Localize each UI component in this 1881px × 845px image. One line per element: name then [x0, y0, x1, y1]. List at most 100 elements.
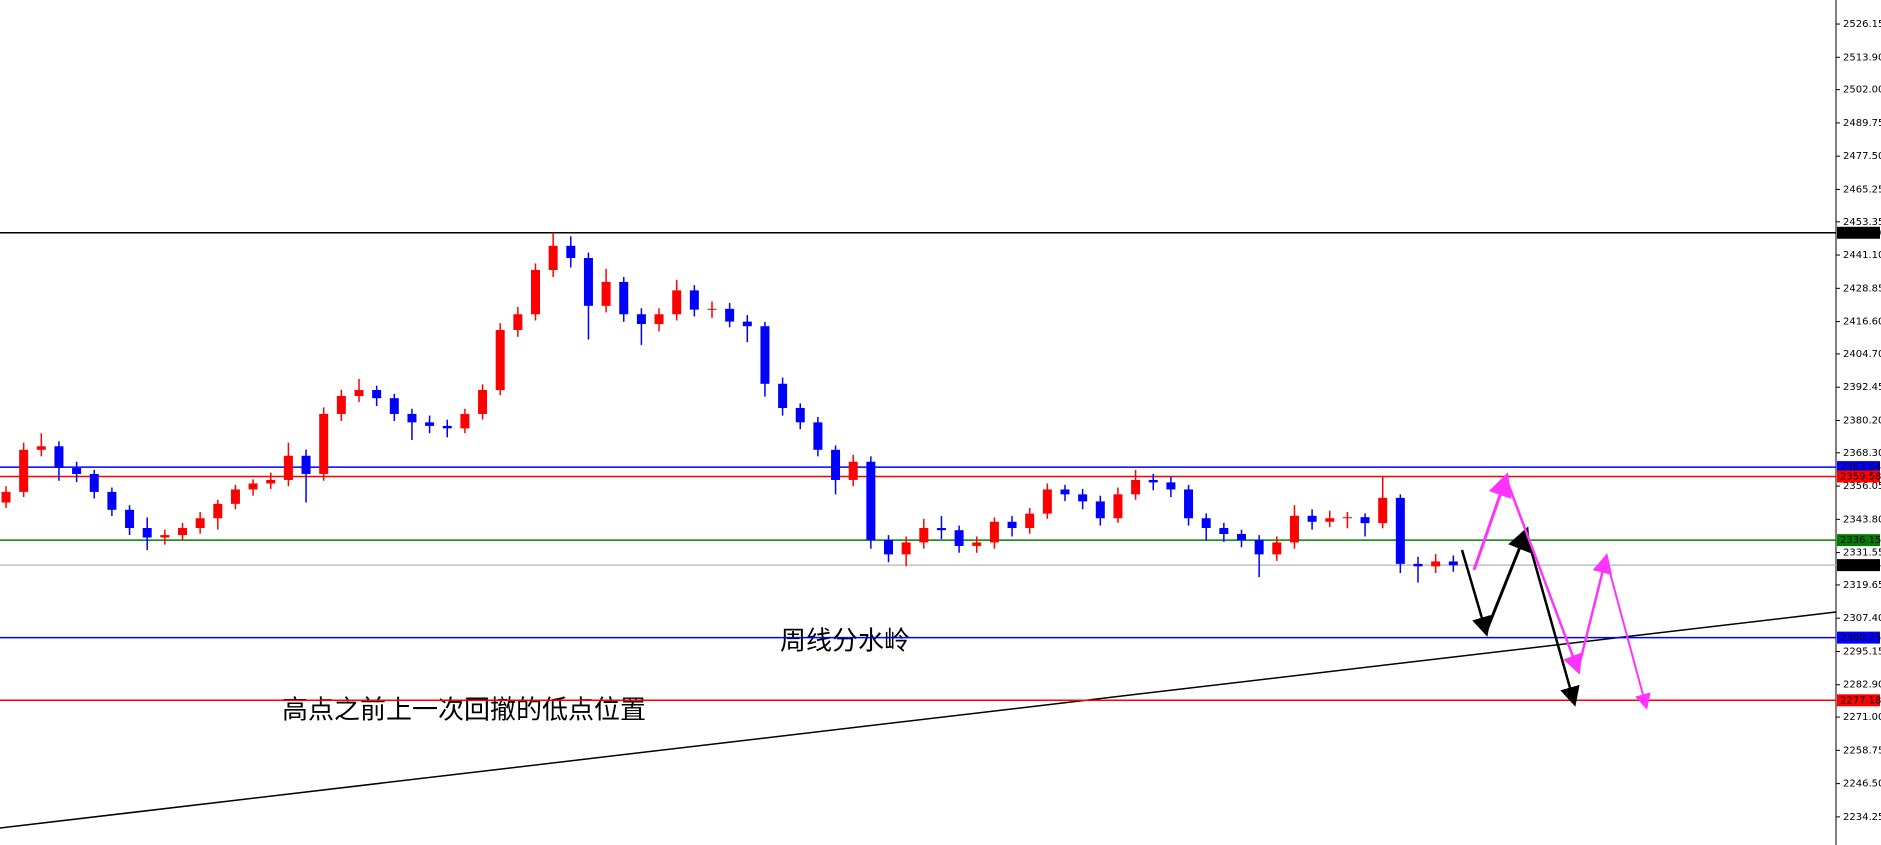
candle-body: [319, 413, 329, 474]
candle-body: [954, 530, 964, 546]
candle-body: [107, 491, 117, 510]
candle-body: [760, 326, 770, 384]
arrow: [1484, 526, 1531, 633]
annotation: 周线分水岭: [780, 627, 910, 657]
candle-body: [636, 314, 646, 325]
candle-body: [230, 489, 240, 504]
y-tick-label: 2416.60: [1843, 317, 1881, 328]
y-tick-label: 2258.75: [1843, 745, 1881, 756]
candle-body: [54, 446, 64, 468]
candle-body: [866, 461, 876, 540]
level-label: 2277.18: [1840, 695, 1881, 706]
candle-body: [36, 446, 46, 450]
candle-body: [513, 314, 523, 331]
candle-body: [1, 491, 11, 503]
candle-body: [566, 245, 576, 259]
candle-body: [195, 518, 205, 529]
candle-body: [1148, 479, 1158, 483]
y-tick-label: 2392.45: [1843, 382, 1881, 393]
candle-body: [1184, 489, 1194, 519]
y-tick-label: 2526.15: [1843, 19, 1881, 30]
candle-body: [1272, 542, 1282, 555]
projection-arrows: [1460, 472, 1651, 710]
candle-body: [1078, 494, 1088, 502]
candle-body: [936, 528, 946, 531]
candle-body: [1342, 517, 1352, 519]
candle-body: [1254, 539, 1264, 555]
arrow: [1460, 549, 1492, 637]
y-tick-label: 2441.10: [1843, 250, 1881, 261]
candle-body: [460, 413, 470, 429]
candle-body: [72, 467, 82, 474]
y-tick-label: 2489.75: [1843, 118, 1881, 129]
candle-body: [919, 528, 929, 543]
candle-body: [795, 407, 805, 423]
candle-body: [1060, 489, 1070, 495]
y-tick-label: 2246.50: [1843, 779, 1881, 790]
candle-body: [407, 413, 417, 423]
arrow: [1605, 557, 1651, 710]
candle-body: [531, 269, 540, 315]
candle-body: [442, 425, 452, 429]
level-label-bg: [1837, 694, 1880, 707]
level-label-bg: [1837, 226, 1880, 239]
level-label: 2336.15: [1840, 535, 1881, 546]
arrow: [1576, 553, 1613, 671]
level-label-bg: [1837, 470, 1880, 483]
candle-body: [1413, 563, 1423, 567]
y-tick-label: 2477.50: [1843, 151, 1881, 162]
y-tick-label: 2271.00: [1843, 712, 1881, 723]
candle-body: [160, 535, 170, 538]
candle-body: [354, 390, 364, 397]
candle-body: [1025, 513, 1035, 529]
candle-body: [1219, 528, 1229, 534]
candle-body: [336, 396, 346, 414]
candle-body: [1289, 515, 1299, 543]
candle-body: [142, 528, 152, 538]
candle-body: [1095, 501, 1105, 519]
level-label-bg: [1837, 534, 1880, 547]
candle-body: [1007, 521, 1017, 529]
candle-body: [301, 455, 311, 474]
candle-body: [742, 321, 752, 327]
candle-body: [831, 449, 841, 480]
candle-body: [1448, 561, 1458, 566]
y-tick-label: 2331.55: [1843, 548, 1881, 559]
candle-body: [213, 503, 223, 519]
y-tick-label: 2343.80: [1843, 514, 1881, 525]
candle-body: [1113, 494, 1123, 519]
candle-body: [989, 521, 999, 543]
level-label-bg: [1837, 461, 1880, 474]
y-tick-label: 2319.65: [1843, 580, 1881, 591]
candle-body: [1325, 518, 1335, 522]
candle-body: [601, 281, 611, 306]
y-tick-label: 2404.70: [1843, 349, 1881, 360]
candle-body: [178, 528, 187, 536]
candle-body: [425, 422, 435, 426]
level-label-bg: [1837, 559, 1880, 572]
y-tick-label: 2453.35: [1843, 217, 1881, 228]
y-tick-label: 2502.00: [1843, 85, 1881, 96]
candle-body: [1042, 489, 1052, 514]
candle-body: [478, 390, 488, 414]
candle-body: [495, 330, 505, 391]
candle-body: [1131, 479, 1141, 495]
candle-body: [1166, 482, 1176, 490]
level-label: 2449.30: [1840, 228, 1881, 239]
arrow: [1504, 477, 1583, 675]
candle-body: [1378, 497, 1388, 524]
candle-body: [619, 281, 629, 315]
level-label: 2326.94: [1840, 560, 1881, 571]
y-tick-label: 2368.30: [1843, 448, 1881, 459]
candle-body: [283, 455, 293, 480]
candle-body: [583, 258, 593, 306]
candle-body: [19, 449, 29, 492]
candle-body: [778, 383, 788, 408]
candle-body: [901, 542, 911, 555]
y-tick-label: 2465.25: [1843, 184, 1881, 195]
candle-body: [707, 308, 717, 310]
y-tick-label: 2307.40: [1843, 613, 1881, 624]
candle-body: [389, 398, 399, 414]
candle-body: [848, 461, 858, 480]
